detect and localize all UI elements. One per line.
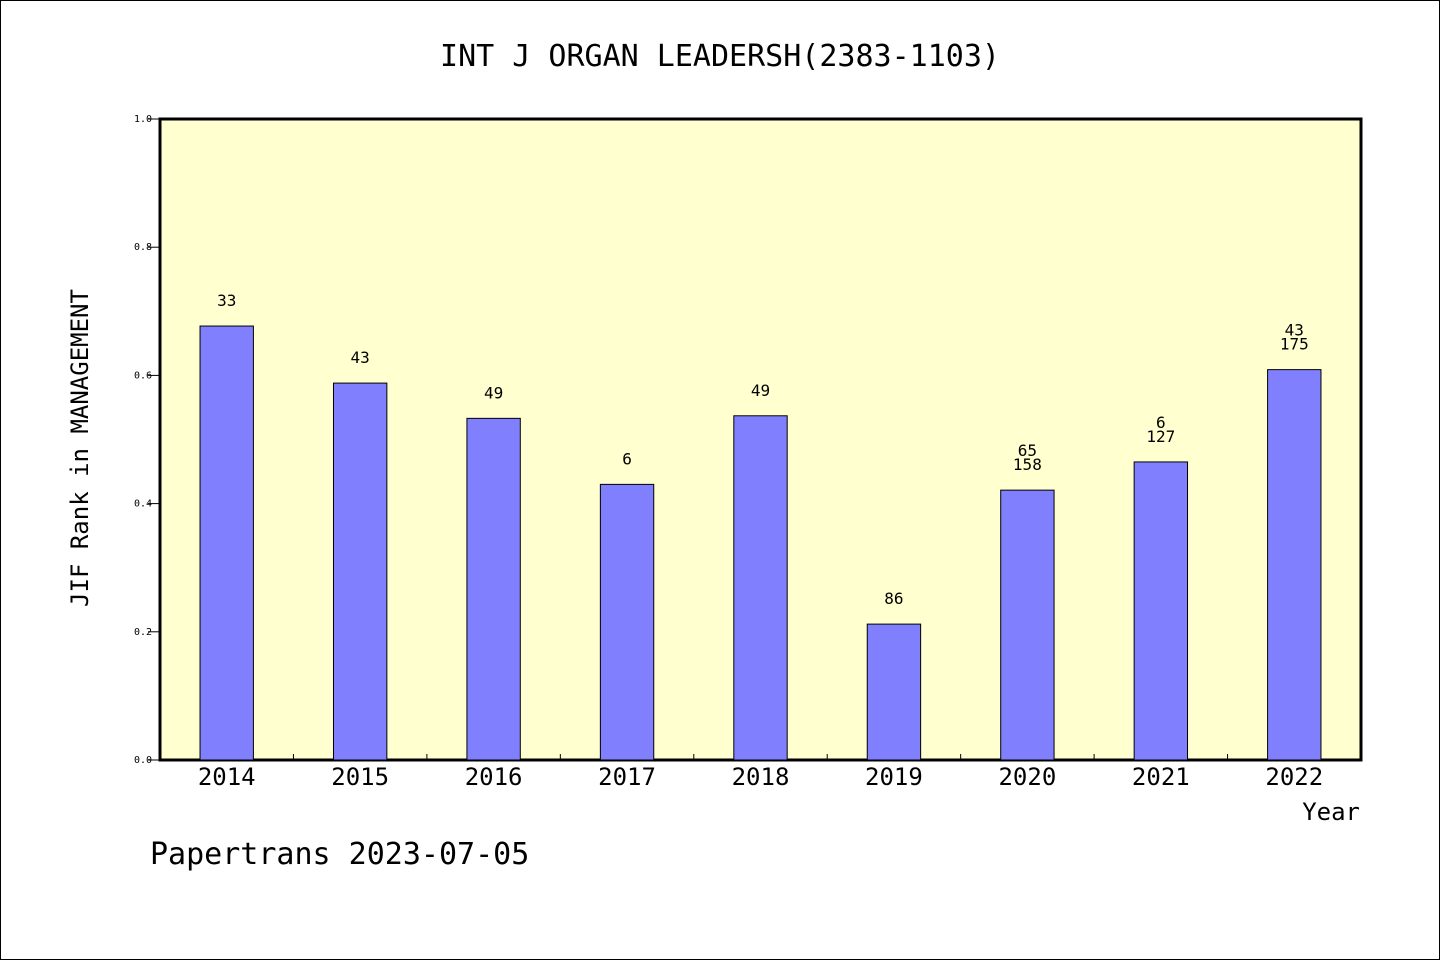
x-tick-label: 2015 — [331, 763, 389, 791]
footer-credit: Papertrans 2023-07-05 — [150, 837, 529, 872]
bar-data-label: 175 — [1280, 335, 1309, 354]
bar-data-label: 49 — [751, 381, 770, 400]
bar — [332, 382, 388, 761]
bar — [466, 417, 521, 761]
x-tick-label: 2014 — [198, 763, 256, 791]
y-tick-label: 0.0 — [134, 755, 152, 766]
x-tick-label: 2020 — [998, 763, 1056, 791]
bar-data-label: 86 — [884, 589, 903, 608]
x-axis: 2014 2015 2016 2017 2018 2019 2020 2021 2022 — [198, 754, 1323, 791]
x-tick-label: 2018 — [732, 763, 790, 791]
bar-data-label: 33 — [217, 291, 236, 310]
bars — [199, 325, 1322, 761]
bar — [1133, 461, 1189, 761]
bar — [733, 415, 788, 761]
bar-data-label: 127 — [1146, 427, 1175, 446]
y-axis-title: JIF Rank in MANAGEMENT — [66, 289, 94, 607]
x-tick-label: 2021 — [1132, 763, 1190, 791]
y-tick-label: 0.4 — [134, 499, 152, 510]
bar-data-label: 65 — [1018, 441, 1037, 460]
bar — [599, 483, 655, 761]
x-tick-label: 2017 — [598, 763, 656, 791]
x-axis-title: Year — [1302, 798, 1360, 826]
bar-data-label: 49 — [484, 383, 503, 402]
bar-data-label: 6 — [622, 449, 632, 468]
bar — [199, 325, 254, 761]
bar-data-label: 6 — [1156, 413, 1166, 432]
y-tick-label: 0.8 — [134, 242, 152, 253]
bar-data-label: 43 — [351, 348, 370, 367]
y-tick-label: 0.2 — [134, 627, 152, 638]
bar — [1267, 369, 1322, 761]
y-tick-label: 1.0 — [134, 114, 152, 125]
x-tick-label: 2019 — [865, 763, 923, 791]
bar-data-label: 43 — [1285, 321, 1304, 340]
y-tick-label: 0.6 — [134, 370, 152, 381]
bar — [866, 623, 922, 761]
y-axis: 0.0 0.2 0.4 0.6 0.8 1.0 — [134, 114, 160, 766]
bar-data-label: 158 — [1013, 455, 1042, 474]
chart-title: INT J ORGAN LEADERSH(2383-1103) — [440, 39, 1000, 74]
x-tick-label: 2022 — [1265, 763, 1323, 791]
bar — [1000, 489, 1055, 761]
x-tick-label: 2016 — [465, 763, 523, 791]
